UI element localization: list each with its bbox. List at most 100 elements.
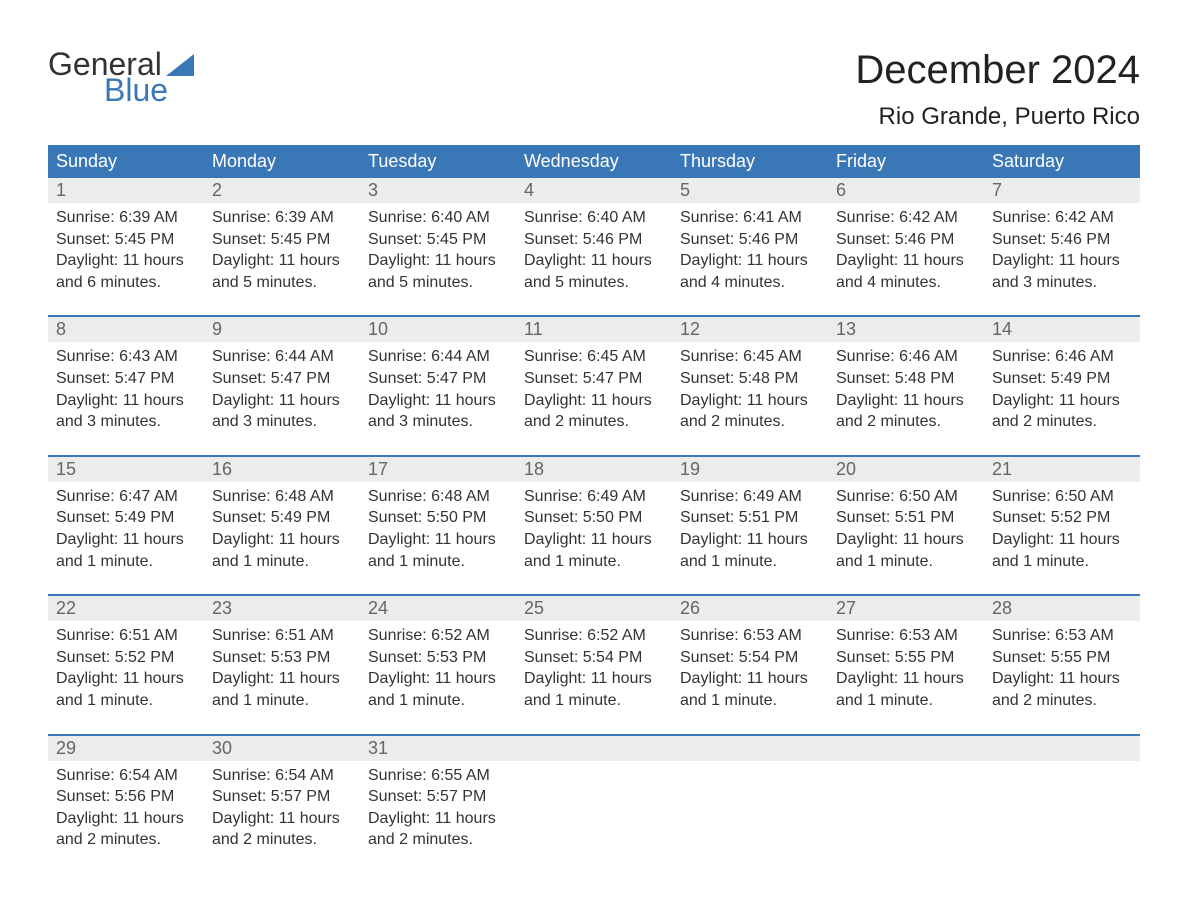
daylight-text-1: Daylight: 11 hours — [212, 808, 352, 830]
daylight-text-1: Daylight: 11 hours — [368, 529, 508, 551]
day-number: 20 — [828, 457, 984, 482]
sunset-text: Sunset: 5:52 PM — [56, 647, 196, 669]
day-header-cell: Monday — [204, 145, 360, 178]
daylight-text-2: and 3 minutes. — [368, 411, 508, 433]
daylight-text-1: Daylight: 11 hours — [368, 668, 508, 690]
day-header-cell: Saturday — [984, 145, 1140, 178]
day-cell: Sunrise: 6:48 AMSunset: 5:49 PMDaylight:… — [204, 482, 360, 580]
day-cell: Sunrise: 6:46 AMSunset: 5:48 PMDaylight:… — [828, 342, 984, 440]
day-number: 28 — [984, 596, 1140, 621]
week-row: 1234567Sunrise: 6:39 AMSunset: 5:45 PMDa… — [48, 178, 1140, 301]
daylight-text-1: Daylight: 11 hours — [992, 668, 1132, 690]
day-header-cell: Sunday — [48, 145, 204, 178]
day-content-row: Sunrise: 6:47 AMSunset: 5:49 PM Daylight:… — [48, 482, 1140, 580]
day-number: 12 — [672, 317, 828, 342]
daylight-text-2: and 2 minutes. — [992, 411, 1132, 433]
sunrise-text: Sunrise: 6:48 AM — [212, 486, 352, 508]
daylight-text-2: and 5 minutes. — [524, 272, 664, 294]
daylight-text-1: Daylight: 11 hours — [680, 390, 820, 412]
daylight-text-2: and 1 minute. — [212, 690, 352, 712]
sunset-text: Sunset: 5:55 PM — [992, 647, 1132, 669]
day-header-row: Sunday Monday Tuesday Wednesday Thursday… — [48, 145, 1140, 178]
daylight-text-1: Daylight: 11 hours — [368, 808, 508, 830]
day-cell: Sunrise: 6:44 AMSunset: 5:47 PMDaylight:… — [360, 342, 516, 440]
day-number: 30 — [204, 736, 360, 761]
sunrise-text: Sunrise: 6:45 AM — [680, 346, 820, 368]
daylight-text-1: Daylight: 11 hours — [836, 529, 976, 551]
day-cell: Sunrise: 6:53 AMSunset: 5:55 PMDaylight:… — [984, 621, 1140, 719]
day-cell: Sunrise: 6:52 AMSunset: 5:54 PMDaylight:… — [516, 621, 672, 719]
daylight-text-2: and 1 minute. — [524, 690, 664, 712]
day-cell: Sunrise: 6:45 AMSunset: 5:48 PMDaylight:… — [672, 342, 828, 440]
daylight-text-1: Daylight: 11 hours — [836, 250, 976, 272]
day-cell: Sunrise: 6:54 AMSunset: 5:57 PMDaylight:… — [204, 761, 360, 859]
day-content-row: Sunrise: 6:43 AMSunset: 5:47 PMDaylight:… — [48, 342, 1140, 440]
sunset-text: Sunset: 5:45 PM — [368, 229, 508, 251]
daynum-row: 1234567 — [48, 178, 1140, 203]
day-cell: Sunrise: 6:45 AMSunset: 5:47 PMDaylight:… — [516, 342, 672, 440]
sunset-text: Sunset: 5:49 PM — [56, 507, 196, 529]
day-content-row: Sunrise: 6:51 AMSunset: 5:52 PMDaylight:… — [48, 621, 1140, 719]
day-cell: Sunrise: 6:53 AMSunset: 5:54 PMDaylight:… — [672, 621, 828, 719]
day-number: 10 — [360, 317, 516, 342]
daylight-text-2: and 5 minutes. — [212, 272, 352, 294]
daynum-row: 15161718192021 — [48, 457, 1140, 482]
day-cell: Sunrise: 6:44 AMSunset: 5:47 PMDaylight:… — [204, 342, 360, 440]
daylight-text-2: and 2 minutes. — [680, 411, 820, 433]
daylight-text-2: and 1 minute. — [368, 551, 508, 573]
daylight-text-2: and 1 minute. — [212, 551, 352, 573]
day-cell: Sunrise: 6:48 AMSunset: 5:50 PMDaylight:… — [360, 482, 516, 580]
sunrise-text: Sunrise: 6:43 AM — [56, 346, 196, 368]
daylight-text-2: and 1 minute. — [524, 551, 664, 573]
sunrise-text: Sunrise: 6:42 AM — [836, 207, 976, 229]
daylight-text-1: Daylight: 11 hours — [56, 250, 196, 272]
sunrise-text: Sunrise: 6:39 AM — [212, 207, 352, 229]
day-content-row: Sunrise: 6:39 AMSunset: 5:45 PMDaylight:… — [48, 203, 1140, 301]
day-number: 17 — [360, 457, 516, 482]
sunrise-text: Sunrise: 6:49 AM — [680, 486, 820, 508]
sunset-text: Sunset: 5:50 PM — [524, 507, 664, 529]
day-content-row: Sunrise: 6:54 AMSunset: 5:56 PMDaylight:… — [48, 761, 1140, 859]
daylight-text-1: Daylight: 11 hours — [524, 529, 664, 551]
day-number: 27 — [828, 596, 984, 621]
sunrise-text: Sunrise: 6:54 AM — [212, 765, 352, 787]
week-row: 15161718192021Sunrise: 6:47 AMSunset: 5:… — [48, 455, 1140, 580]
daylight-text-2: and 2 minutes. — [56, 829, 196, 851]
daylight-text-1: Daylight: 11 hours — [56, 668, 196, 690]
sunrise-text: Sunrise: 6:45 AM — [524, 346, 664, 368]
sunrise-text: Sunrise: 6:46 AM — [992, 346, 1132, 368]
day-number: 26 — [672, 596, 828, 621]
day-number: 18 — [516, 457, 672, 482]
daylight-text-1: Daylight: 11 hours — [212, 250, 352, 272]
daylight-text-2: and 1 minute. — [680, 551, 820, 573]
sunset-text: Sunset: 5:46 PM — [680, 229, 820, 251]
daylight-text-2: and 2 minutes. — [524, 411, 664, 433]
sunset-text: Sunset: 5:51 PM — [836, 507, 976, 529]
day-cell: Sunrise: 6:42 AMSunset: 5:46 PMDaylight:… — [984, 203, 1140, 301]
daylight-text-2: and 1 minute. — [56, 551, 196, 573]
day-number: 21 — [984, 457, 1140, 482]
sunset-text: Sunset: 5:47 PM — [56, 368, 196, 390]
sunrise-text: Sunrise: 6:47 AM — [56, 486, 196, 508]
sunset-text: Sunset: 5:48 PM — [836, 368, 976, 390]
day-number: 16 — [204, 457, 360, 482]
daylight-text-1: Daylight: 11 hours — [212, 529, 352, 551]
sunrise-text: Sunrise: 6:44 AM — [212, 346, 352, 368]
calendar: Sunday Monday Tuesday Wednesday Thursday… — [48, 145, 1140, 859]
daylight-text-1: Daylight: 11 hours — [992, 529, 1132, 551]
daylight-text-2: and 1 minute. — [56, 690, 196, 712]
daylight-text-1: Daylight: 11 hours — [680, 529, 820, 551]
logo: General Blue — [48, 48, 194, 106]
sunrise-text: Sunrise: 6:40 AM — [524, 207, 664, 229]
sunset-text: Sunset: 5:45 PM — [56, 229, 196, 251]
sunset-text: Sunset: 5:57 PM — [212, 786, 352, 808]
sunset-text: Sunset: 5:51 PM — [680, 507, 820, 529]
day-number: 25 — [516, 596, 672, 621]
week-row: 891011121314Sunrise: 6:43 AMSunset: 5:47… — [48, 315, 1140, 440]
day-number: 9 — [204, 317, 360, 342]
sunrise-text: Sunrise: 6:55 AM — [368, 765, 508, 787]
sunset-text: Sunset: 5:47 PM — [212, 368, 352, 390]
sunrise-text: Sunrise: 6:41 AM — [680, 207, 820, 229]
sunrise-text: Sunrise: 6:44 AM — [368, 346, 508, 368]
daylight-text-2: and 1 minute. — [992, 551, 1132, 573]
